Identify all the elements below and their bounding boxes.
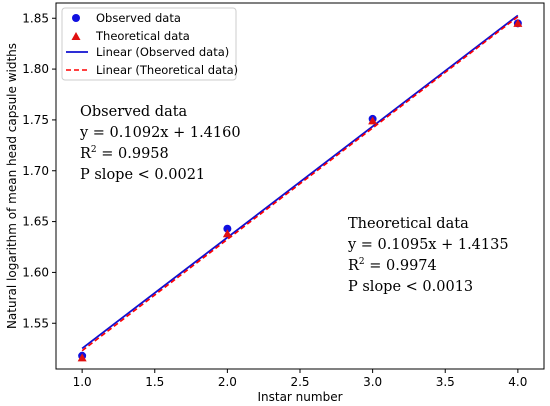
theoretical-data-point <box>77 353 87 362</box>
x-tick-label: 1.0 <box>73 375 92 389</box>
y-tick-label: 1.60 <box>22 265 49 279</box>
observed-annotation-equation: y = 0.1092x + 1.4160 <box>79 125 241 141</box>
legend-theoretical-marker <box>71 32 81 40</box>
x-tick-label: 4.0 <box>508 375 527 389</box>
theoretical-data-point <box>368 116 378 125</box>
legend-linear-observed-label: Linear (Observed data) <box>96 45 229 59</box>
trend-lines <box>81 14 519 352</box>
x-tick-label: 3.5 <box>436 375 455 389</box>
y-tick-label: 1.80 <box>22 62 49 76</box>
linear-theoretical-data-line <box>81 16 519 352</box>
observed-annotation-title: Observed data <box>80 104 188 120</box>
x-tick-label: 2.5 <box>290 375 309 389</box>
theoretical-data-point <box>513 18 523 27</box>
legend-linear-theoretical-label: Linear (Theoretical data) <box>96 63 238 77</box>
theoretical-annotation-equation: y = 0.1095x + 1.4135 <box>347 237 509 253</box>
theoretical-annotation-title: Theoretical data <box>348 216 469 232</box>
theoretical-annotation-r2: R2 = 0.9974 <box>348 257 437 274</box>
data-points <box>77 18 523 362</box>
y-tick-label: 1.85 <box>22 11 49 25</box>
x-axis-label: Instar number <box>257 390 342 404</box>
theoretical-annotation: Theoretical data y = 0.1095x + 1.4135 R2… <box>347 216 509 295</box>
y-tick-label: 1.65 <box>22 215 49 229</box>
y-tick-label: 1.75 <box>22 113 49 127</box>
legend-observed-marker <box>72 14 80 22</box>
observed-annotation: Observed data y = 0.1092x + 1.4160 R2 = … <box>79 104 241 183</box>
observed-annotation-p: P slope < 0.0021 <box>80 167 205 183</box>
theoretical-annotation-p: P slope < 0.0013 <box>348 279 473 295</box>
theoretical-data-point <box>222 229 232 238</box>
y-tick-label: 1.55 <box>22 316 49 330</box>
x-tick-label: 1.5 <box>145 375 164 389</box>
observed-data-point <box>223 224 232 233</box>
legend: Observed data Theoretical data Linear (O… <box>61 7 238 81</box>
y-axis-ticks: 1.55 1.60 1.65 1.70 1.75 1.80 1.85 <box>22 11 56 330</box>
legend-frame <box>61 7 237 81</box>
x-axis-ticks: 1.0 1.5 2.0 2.5 3.0 3.5 4.0 <box>73 369 527 389</box>
legend-observed-label: Observed data <box>96 11 181 25</box>
y-tick-label: 1.70 <box>22 164 49 178</box>
x-tick-label: 2.0 <box>218 375 237 389</box>
linear-observed-data-line <box>81 14 519 350</box>
observed-annotation-r2: R2 = 0.9958 <box>80 145 169 162</box>
y-axis-label: Natural logarithm of mean head capsule w… <box>5 43 19 329</box>
legend-theoretical-label: Theoretical data <box>95 29 190 43</box>
x-tick-label: 3.0 <box>363 375 382 389</box>
